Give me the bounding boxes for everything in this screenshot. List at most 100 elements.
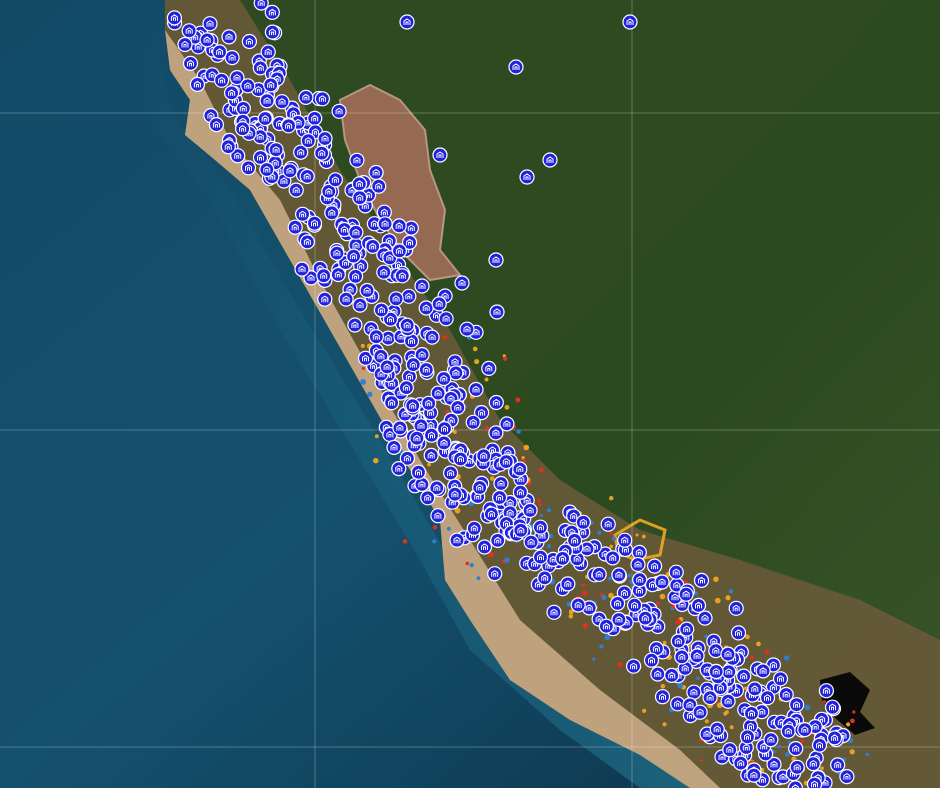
site-marker[interactable]: [519, 169, 535, 185]
site-marker[interactable]: [747, 681, 763, 697]
site-marker[interactable]: [709, 721, 725, 737]
site-marker[interactable]: [646, 558, 663, 574]
site-marker[interactable]: [554, 550, 571, 567]
site-marker[interactable]: [759, 690, 776, 706]
site-marker[interactable]: [452, 451, 469, 467]
site-marker[interactable]: [600, 516, 616, 532]
site-marker[interactable]: [431, 296, 447, 312]
site-marker[interactable]: [410, 464, 427, 480]
site-marker[interactable]: [806, 776, 823, 788]
site-marker[interactable]: [241, 33, 257, 50]
site-marker[interactable]: [780, 723, 796, 739]
site-marker[interactable]: [240, 78, 256, 94]
site-marker[interactable]: [720, 693, 736, 709]
site-marker[interactable]: [373, 302, 389, 318]
site-marker[interactable]: [498, 454, 514, 470]
site-marker[interactable]: [789, 759, 805, 775]
site-marker[interactable]: [314, 145, 330, 161]
site-marker[interactable]: [488, 394, 504, 411]
site-marker[interactable]: [430, 508, 446, 524]
site-marker[interactable]: [631, 582, 648, 599]
site-marker[interactable]: [443, 465, 459, 481]
site-marker[interactable]: [282, 163, 298, 179]
site-marker[interactable]: [359, 282, 375, 299]
site-marker[interactable]: [348, 268, 364, 284]
site-marker[interactable]: [436, 421, 453, 437]
site-marker[interactable]: [376, 204, 392, 220]
site-marker[interactable]: [224, 85, 240, 101]
site-marker[interactable]: [388, 291, 404, 307]
site-marker[interactable]: [609, 595, 626, 612]
site-marker[interactable]: [306, 215, 323, 231]
site-marker[interactable]: [492, 489, 508, 506]
site-marker[interactable]: [327, 172, 343, 188]
site-marker[interactable]: [682, 697, 698, 713]
site-marker[interactable]: [399, 450, 415, 466]
site-marker[interactable]: [351, 176, 367, 192]
site-marker[interactable]: [575, 514, 591, 530]
site-marker[interactable]: [423, 447, 439, 463]
site-marker[interactable]: [423, 427, 440, 443]
site-marker[interactable]: [668, 564, 684, 580]
site-marker[interactable]: [826, 730, 843, 746]
site-marker[interactable]: [166, 10, 182, 26]
site-marker[interactable]: [637, 610, 653, 626]
site-marker[interactable]: [329, 245, 345, 261]
site-marker[interactable]: [181, 23, 197, 39]
site-marker[interactable]: [617, 532, 633, 548]
site-marker[interactable]: [674, 649, 690, 665]
site-marker[interactable]: [405, 398, 421, 414]
site-marker[interactable]: [432, 147, 448, 163]
site-marker[interactable]: [824, 699, 841, 715]
site-marker[interactable]: [686, 684, 702, 700]
site-marker[interactable]: [708, 642, 724, 659]
site-marker[interactable]: [421, 395, 437, 411]
site-marker[interactable]: [259, 161, 275, 178]
site-marker[interactable]: [294, 261, 310, 277]
site-marker[interactable]: [391, 243, 407, 259]
site-marker[interactable]: [736, 668, 752, 684]
site-marker[interactable]: [264, 24, 280, 40]
site-marker[interactable]: [365, 238, 381, 254]
site-marker[interactable]: [429, 480, 445, 496]
site-marker[interactable]: [650, 666, 666, 682]
site-marker[interactable]: [376, 264, 392, 280]
site-marker[interactable]: [513, 522, 529, 538]
site-marker[interactable]: [654, 574, 670, 590]
site-marker[interactable]: [692, 704, 708, 720]
site-marker[interactable]: [253, 0, 269, 11]
site-marker[interactable]: [221, 29, 237, 45]
site-marker[interactable]: [314, 91, 330, 107]
site-marker[interactable]: [357, 350, 374, 366]
site-marker[interactable]: [199, 32, 215, 48]
site-marker[interactable]: [459, 321, 475, 337]
site-marker[interactable]: [797, 721, 813, 738]
site-marker[interactable]: [522, 502, 538, 518]
site-marker[interactable]: [316, 268, 332, 284]
site-marker[interactable]: [418, 361, 434, 378]
site-marker[interactable]: [481, 360, 497, 376]
site-marker[interactable]: [401, 368, 417, 385]
site-marker[interactable]: [307, 110, 323, 127]
site-marker[interactable]: [189, 76, 205, 93]
site-marker[interactable]: [654, 689, 671, 705]
site-marker[interactable]: [532, 519, 549, 535]
site-marker[interactable]: [468, 381, 484, 398]
site-marker[interactable]: [690, 597, 707, 614]
site-marker[interactable]: [476, 539, 493, 555]
site-marker[interactable]: [346, 248, 362, 264]
site-marker[interactable]: [409, 430, 425, 446]
site-marker[interactable]: [420, 490, 436, 506]
site-marker[interactable]: [532, 549, 549, 565]
site-marker[interactable]: [299, 168, 315, 184]
site-marker[interactable]: [368, 329, 384, 345]
site-marker[interactable]: [605, 550, 621, 566]
site-marker[interactable]: [788, 697, 805, 713]
site-marker[interactable]: [664, 667, 680, 684]
site-marker[interactable]: [755, 663, 771, 679]
site-marker[interactable]: [560, 576, 576, 592]
site-marker[interactable]: [338, 291, 354, 307]
site-marker[interactable]: [257, 110, 273, 127]
site-marker[interactable]: [566, 532, 583, 549]
